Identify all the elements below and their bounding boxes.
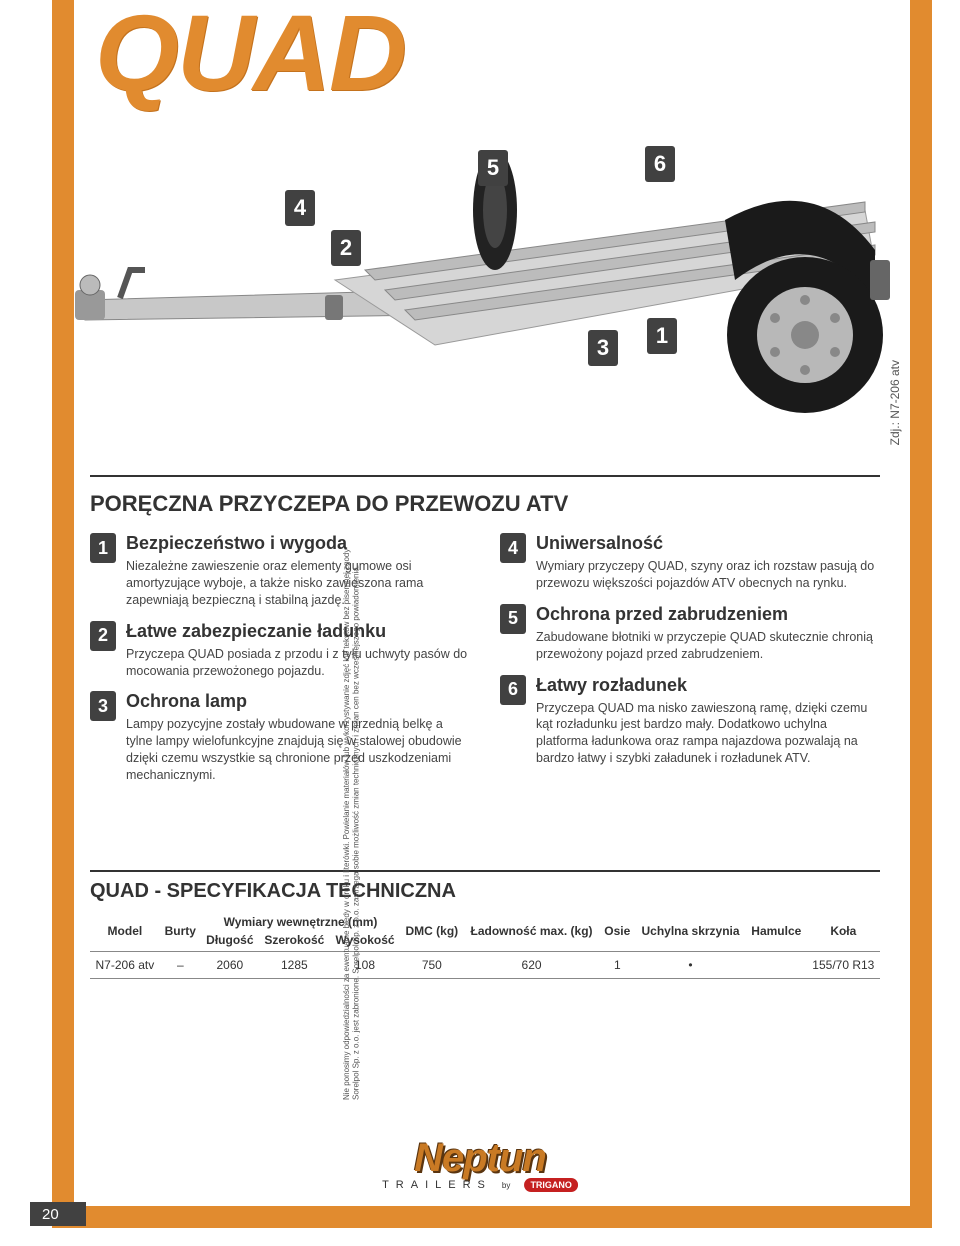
logo-brand: Neptun [382,1140,578,1176]
col-sz: Szerokość [259,929,330,952]
feature-number: 1 [90,533,116,563]
cell-sz: 1285 [259,952,330,979]
cell-model: N7-206 atv [90,952,160,979]
cell-dl: 2060 [201,952,259,979]
callout-6: 6 [645,146,675,182]
section-heading: PORĘCZNA PRZYCZEPA DO PRZEWOZU ATV [90,491,880,517]
legal-disclaimer: Nie ponosimy odpowiedzialności za ewentu… [342,540,902,1100]
logo-by-text: by [502,1181,510,1190]
logo-trailers-text: TRAILERS [382,1179,492,1191]
logo-sub: TRAILERS by TRIGANO [382,1178,578,1192]
col-dl: Długość [201,929,259,952]
cell-burty: – [160,952,201,979]
photo-credit: Zdj.: N7-206 atv [888,360,902,445]
catalog-page: QUAD [0,0,960,1246]
product-title: QUAD [95,0,405,115]
callout-2: 2 [331,230,361,266]
feature-number: 2 [90,621,116,651]
feature-number: 3 [90,691,116,721]
callout-4: 4 [285,190,315,226]
callout-1: 1 [647,318,677,354]
col-model: Model [90,911,160,952]
brand-logo: Neptun TRAILERS by TRIGANO [382,1140,578,1192]
logo-trigano-badge: TRIGANO [524,1178,578,1192]
product-image-area: 4 2 5 6 3 1 [75,130,895,450]
callout-5: 5 [478,150,508,186]
callout-3: 3 [588,330,618,366]
col-burty: Burty [160,911,201,952]
page-number: 20 [30,1202,86,1226]
